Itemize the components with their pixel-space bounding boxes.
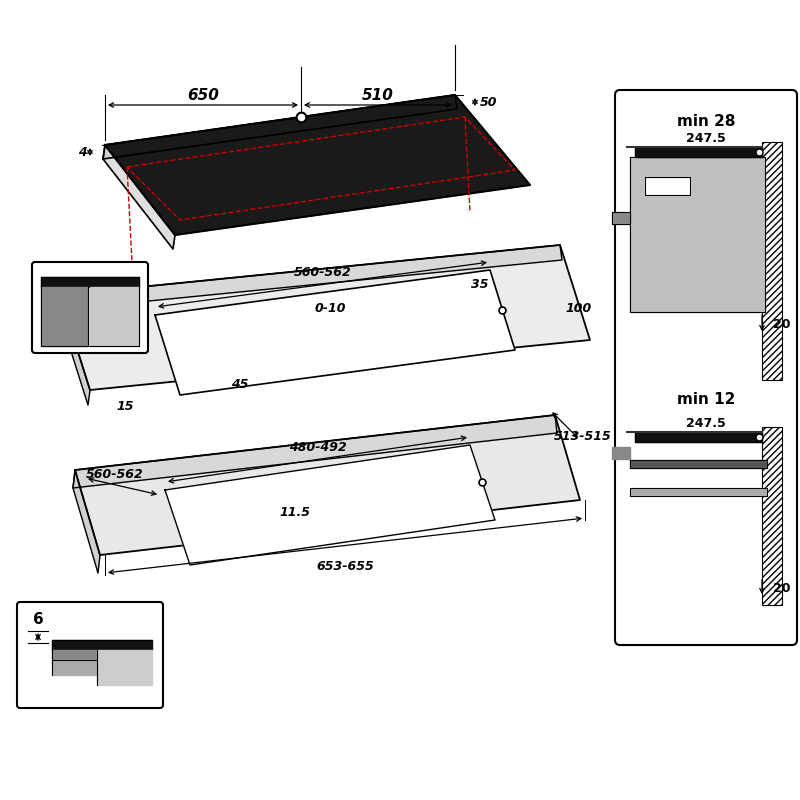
Polygon shape	[155, 270, 515, 395]
Polygon shape	[645, 177, 690, 195]
Polygon shape	[612, 212, 630, 224]
Text: 50: 50	[480, 95, 498, 109]
Text: 247.5: 247.5	[686, 417, 726, 430]
Polygon shape	[103, 145, 175, 249]
Text: 4: 4	[78, 146, 86, 158]
Polygon shape	[635, 432, 762, 442]
Polygon shape	[41, 277, 139, 287]
Text: 480-492: 480-492	[62, 291, 119, 305]
Polygon shape	[52, 650, 97, 660]
Polygon shape	[58, 245, 562, 310]
Text: min 12: min 12	[677, 393, 735, 407]
Text: 35: 35	[471, 278, 489, 291]
Text: 650: 650	[187, 87, 219, 102]
Text: 6: 6	[33, 613, 43, 627]
Polygon shape	[90, 287, 139, 346]
Polygon shape	[630, 157, 765, 312]
Polygon shape	[75, 415, 580, 555]
Polygon shape	[73, 415, 557, 488]
Text: 15: 15	[116, 401, 134, 414]
Polygon shape	[165, 445, 495, 565]
Text: 513-515: 513-515	[554, 430, 612, 443]
FancyBboxPatch shape	[32, 262, 148, 353]
Text: 20: 20	[774, 582, 790, 594]
Text: 100: 100	[565, 302, 591, 314]
Polygon shape	[630, 488, 767, 496]
Polygon shape	[58, 295, 90, 405]
Polygon shape	[97, 650, 152, 685]
Polygon shape	[630, 460, 767, 468]
Polygon shape	[73, 470, 100, 573]
Text: 653-655: 653-655	[316, 561, 374, 574]
Text: 60: 60	[694, 475, 712, 489]
Polygon shape	[52, 660, 97, 675]
Text: 560-562: 560-562	[294, 266, 351, 279]
FancyBboxPatch shape	[615, 90, 797, 645]
Polygon shape	[60, 245, 590, 390]
Polygon shape	[103, 95, 457, 159]
Bar	[762, 427, 782, 605]
Polygon shape	[635, 147, 762, 157]
Bar	[762, 142, 782, 380]
Polygon shape	[105, 95, 530, 235]
Text: 45: 45	[231, 378, 249, 391]
Text: 10: 10	[291, 189, 309, 202]
Polygon shape	[52, 640, 152, 650]
Text: min 28: min 28	[677, 114, 735, 129]
Text: 560-562: 560-562	[86, 468, 143, 481]
FancyBboxPatch shape	[17, 602, 163, 708]
Text: 247.5: 247.5	[686, 132, 726, 145]
Text: 11.5: 11.5	[279, 506, 310, 518]
Text: 10: 10	[683, 445, 701, 458]
Polygon shape	[612, 447, 630, 459]
Polygon shape	[41, 287, 88, 346]
Text: 0-10: 0-10	[314, 302, 346, 314]
Text: 20: 20	[774, 318, 790, 330]
Text: 480-492: 480-492	[289, 441, 346, 454]
Text: 510: 510	[362, 87, 394, 102]
